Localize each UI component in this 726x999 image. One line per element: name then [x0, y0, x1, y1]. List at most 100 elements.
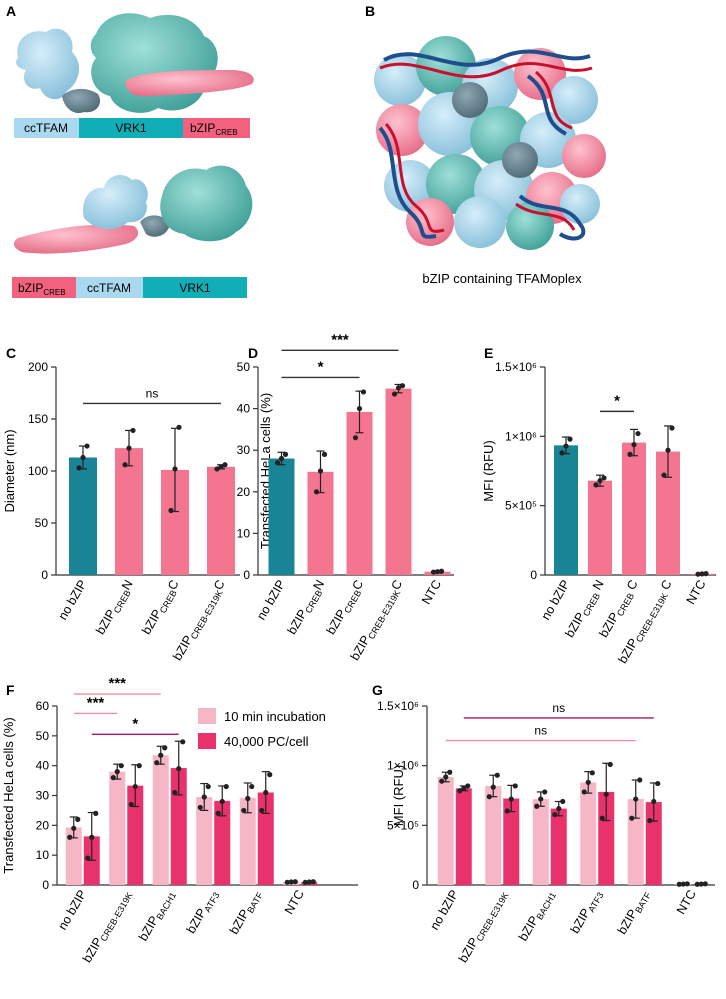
domain-label-cctfam-top: ccTFAM — [24, 121, 68, 135]
bar — [550, 808, 567, 885]
data-point — [76, 465, 82, 471]
data-point — [647, 817, 653, 824]
data-point — [434, 569, 441, 575]
data-point — [567, 436, 573, 442]
x-tick-label: no bZIP — [539, 578, 573, 623]
panel-label-e: E — [484, 345, 493, 361]
data-point — [352, 435, 359, 441]
data-point — [130, 427, 136, 434]
bar — [503, 798, 520, 885]
data-point — [274, 460, 281, 466]
y-tick-label: 40 — [237, 402, 251, 416]
x-tick-label: bZIPCREB-E319KC — [170, 578, 229, 664]
data-point — [284, 879, 290, 885]
data-point — [310, 879, 316, 885]
domain-label-cctfam-bottom: ccTFAM — [87, 281, 131, 295]
data-point — [136, 763, 142, 769]
data-point — [180, 739, 186, 745]
data-point — [223, 783, 229, 790]
y-tick-label: 1.5×10⁶ — [377, 699, 419, 713]
y-tick-label: 100 — [28, 464, 48, 478]
data-point — [395, 385, 402, 391]
data-point — [215, 810, 221, 817]
protein-blob — [502, 142, 538, 178]
legend-swatch-40000 — [198, 733, 216, 749]
data-point — [430, 569, 437, 575]
y-tick-label: 60 — [36, 699, 50, 713]
data-point — [306, 879, 312, 885]
data-point — [214, 466, 220, 472]
bar — [532, 799, 549, 885]
protein-blob — [406, 198, 454, 246]
panel-a-structure-bottom — [13, 165, 253, 254]
y-tick-label: 30 — [237, 443, 251, 457]
x-tick-label: bZIPATF3 — [184, 888, 222, 937]
x-tick-label-sub: CREB-E319K — [366, 588, 402, 641]
data-point — [465, 783, 471, 789]
data-point — [439, 778, 445, 784]
x-tick-label: bZIPBACH1 — [136, 888, 178, 945]
x-tick-label-tail: N — [588, 578, 606, 596]
x-tick-label-main: NTC — [684, 578, 709, 607]
protein-blob — [506, 202, 554, 250]
x-tick-label: NTC — [674, 888, 699, 917]
domain-label-vrk1-bottom: VRK1 — [179, 281, 211, 295]
x-tick-label: bZIPBACH1 — [516, 888, 558, 945]
x-tick-label: bZIPCREBN — [285, 578, 329, 638]
data-point — [651, 798, 657, 805]
x-tick-label-sub: CREB-E319K — [474, 891, 510, 944]
panel-label-c: C — [6, 345, 16, 361]
significance-label: *** — [108, 675, 126, 692]
data-point — [84, 443, 90, 449]
chart-e: 0 5×10⁵ 1×10⁶ 1.5×10⁶ MFI (RFU) no bZIP bZIPCR… — [481, 360, 716, 667]
bar — [115, 448, 143, 575]
data-point — [282, 451, 289, 457]
bar — [385, 388, 412, 575]
bar — [622, 442, 646, 575]
data-point — [114, 769, 120, 775]
data-point — [563, 443, 569, 449]
y-axis-label: MFI (RFU) — [481, 440, 496, 501]
x-tick-label-sub: CREB-E319K — [98, 891, 134, 944]
bar — [580, 782, 597, 885]
data-point — [601, 475, 607, 481]
domain-label-vrk1-top: VRK1 — [115, 121, 147, 135]
data-point — [438, 568, 445, 574]
data-point — [680, 881, 686, 887]
panel-label-a: A — [6, 3, 16, 19]
y-tick-label: 5×10⁵ — [387, 818, 419, 832]
x-tick-label: bZIPCREBC — [324, 578, 368, 638]
data-point — [694, 881, 700, 887]
data-point — [665, 447, 671, 453]
data-point — [219, 798, 225, 805]
y-tick-label: 0 — [530, 568, 537, 582]
bar — [588, 480, 612, 575]
data-point — [132, 783, 138, 790]
significance-label: ns — [534, 724, 547, 738]
data-point — [201, 794, 207, 800]
protein-blob — [560, 184, 600, 224]
data-point — [508, 796, 514, 802]
bar — [437, 777, 454, 885]
x-tick-label: bZIPCREB-E319K C — [616, 578, 677, 667]
data-point — [128, 801, 134, 808]
significance-label: *** — [331, 331, 349, 348]
data-point — [176, 424, 182, 430]
x-tick-label: NTC — [684, 578, 709, 607]
x-tick-label-sub: ATF3 — [202, 891, 221, 914]
y-tick-label: 1×10⁶ — [505, 429, 537, 443]
y-tick-label: 40 — [36, 759, 50, 773]
data-point — [538, 796, 544, 802]
data-point — [494, 772, 500, 778]
data-point — [259, 807, 265, 814]
data-point — [684, 881, 690, 887]
data-point — [627, 451, 633, 457]
protein-blob — [562, 134, 606, 178]
data-point — [593, 482, 599, 488]
y-tick-label: 150 — [28, 412, 48, 426]
bar — [65, 827, 82, 885]
data-point — [603, 791, 609, 797]
protein-blob — [452, 82, 488, 118]
data-point — [585, 779, 591, 785]
